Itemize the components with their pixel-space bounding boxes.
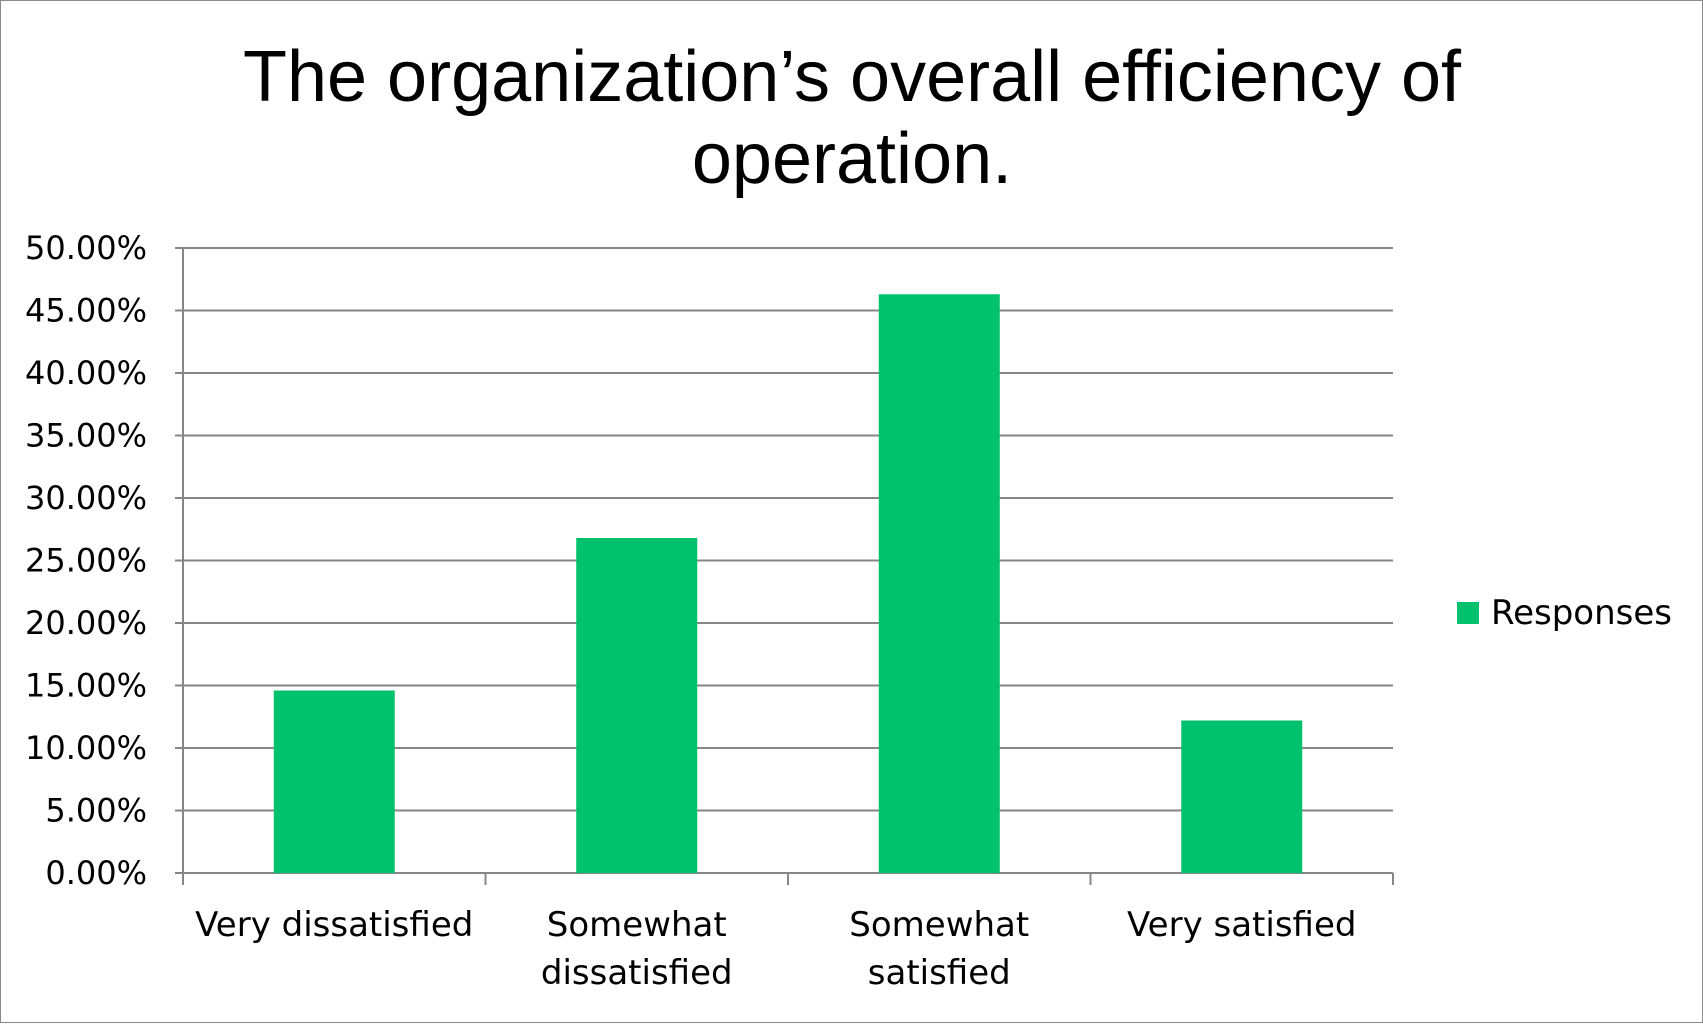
x-category-label: Somewhat	[547, 905, 727, 945]
y-tick-label: 30.00%	[25, 479, 147, 517]
y-tick-label: 50.00%	[25, 229, 147, 267]
chart-title-line-1: The organization’s overall efficiency of	[243, 37, 1462, 117]
y-tick-label: 25.00%	[25, 542, 147, 580]
y-tick-label: 5.00%	[45, 792, 147, 830]
legend-swatch	[1457, 602, 1479, 624]
x-category-label: Very dissatisfied	[195, 905, 473, 945]
x-category-label: Somewhat	[849, 905, 1029, 945]
x-category-labels: Very dissatisfied Somewhat dissatisfied Som…	[195, 905, 1356, 993]
bar-1[interactable]	[576, 538, 698, 873]
chart-title-line-2: operation.	[692, 119, 1012, 199]
y-tick-label: 10.00%	[25, 729, 147, 767]
chart-title: The organization’s overall efficiency of…	[243, 37, 1462, 199]
x-category-label: Very satisfied	[1127, 905, 1356, 945]
bar-3[interactable]	[1181, 720, 1303, 874]
bar-0[interactable]	[273, 690, 395, 874]
y-tick-label: 45.00%	[25, 292, 147, 330]
y-tick-label: 20.00%	[25, 604, 147, 642]
y-tick-label: 35.00%	[25, 417, 147, 455]
legend-label: Responses	[1491, 593, 1672, 633]
y-tick-label: 0.00%	[45, 854, 147, 892]
y-tick-label: 15.00%	[25, 667, 147, 705]
y-tick-labels: 0.00% 5.00% 10.00% 15.00% 20.00% 25.00% 30.00%…	[25, 229, 147, 892]
x-category-label: satisfied	[868, 953, 1011, 993]
y-tick-label: 40.00%	[25, 354, 147, 392]
bars	[273, 294, 1303, 874]
x-category-label: dissatisfied	[541, 953, 733, 993]
legend[interactable]: Responses	[1457, 593, 1672, 633]
bar-2[interactable]	[878, 294, 1000, 873]
